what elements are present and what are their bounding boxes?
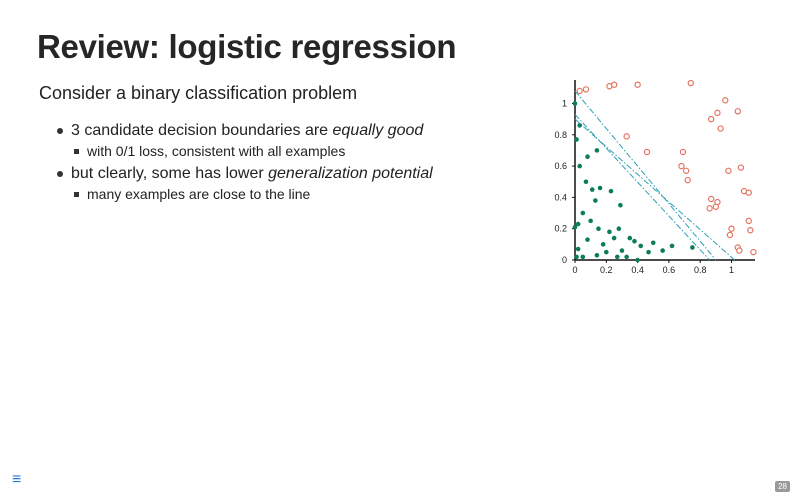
negative-point xyxy=(627,235,633,241)
negative-point xyxy=(572,101,578,106)
positive-point xyxy=(745,189,752,196)
positive-point xyxy=(634,81,641,88)
hamburger-menu-icon[interactable]: ≡ xyxy=(12,471,22,488)
negative-point xyxy=(624,254,629,260)
negative-point xyxy=(597,185,603,191)
positive-point xyxy=(707,115,715,123)
negative-point xyxy=(574,254,579,260)
positive-point xyxy=(747,227,754,234)
negative-point xyxy=(589,187,595,192)
decision-boundary-line xyxy=(574,90,717,261)
negative-point xyxy=(604,249,609,255)
negative-point xyxy=(588,218,593,224)
negative-point xyxy=(660,248,665,253)
negative-point xyxy=(669,243,675,249)
negative-point xyxy=(608,188,614,194)
positive-point xyxy=(714,109,721,117)
negative-point xyxy=(618,202,623,208)
positive-point xyxy=(736,247,743,254)
bullet-text: 3 candidate decision boundaries are xyxy=(71,122,333,139)
intro-text: Consider a binary classification problem xyxy=(39,83,358,103)
positive-point xyxy=(684,176,691,184)
y-tick-label: 0.4 xyxy=(554,192,567,202)
page-number: 28 xyxy=(775,481,790,492)
x-tick-label: 0.6 xyxy=(663,265,676,275)
positive-point xyxy=(734,108,741,115)
positive-point xyxy=(679,148,687,156)
scatter-plot: 0 0.2 0.4 0.6 0.8 1 0 0.2 0.4 0.6 0.8 1 xyxy=(540,70,770,290)
bullet-item: but clearly, some has lower generalizati… xyxy=(55,163,433,204)
negative-point xyxy=(585,154,590,159)
positive-point xyxy=(610,81,618,88)
positive-point xyxy=(745,217,752,225)
negative-point xyxy=(575,221,581,227)
negative-point xyxy=(638,243,644,249)
negative-point xyxy=(596,226,601,231)
x-tick-label: 0.8 xyxy=(694,265,707,275)
positive-point xyxy=(706,205,713,212)
positive-point xyxy=(576,87,583,95)
positive-point xyxy=(643,148,651,156)
bullet-item: 3 candidate decision boundaries are equa… xyxy=(55,120,433,161)
positive-point xyxy=(712,203,720,210)
positive-point xyxy=(726,231,734,239)
x-tick-label: 1 xyxy=(729,265,734,275)
positive-point xyxy=(728,225,735,232)
bullet-text: but clearly, some has lower xyxy=(71,165,269,182)
negative-point xyxy=(619,248,625,253)
x-tick-label: 0.2 xyxy=(600,265,613,275)
y-tick-label: 0.2 xyxy=(554,224,567,234)
x-tick-label: 0 xyxy=(572,265,577,275)
bullet-emphasis: equally good xyxy=(332,122,424,139)
sub-bullet-item: many examples are close to the line xyxy=(71,185,433,204)
positive-point xyxy=(717,125,724,132)
decision-boundary-line xyxy=(574,118,735,261)
y-tick-label: 1 xyxy=(562,98,567,108)
positive-point xyxy=(682,167,690,174)
positive-point xyxy=(737,164,745,171)
negative-point xyxy=(594,253,600,258)
bullet-emphasis: generalization potential xyxy=(268,165,433,182)
negative-point xyxy=(614,254,620,260)
positive-point xyxy=(687,79,695,87)
bullet-list: 3 candidate decision boundaries are equa… xyxy=(55,120,433,206)
negative-point xyxy=(611,235,617,241)
positive-point xyxy=(750,248,757,256)
negative-point xyxy=(632,238,637,244)
y-tick-label: 0.6 xyxy=(554,161,567,171)
negative-point xyxy=(650,240,656,246)
negative-point xyxy=(607,229,612,235)
negative-point xyxy=(577,163,582,169)
negative-point xyxy=(593,198,598,203)
positive-point xyxy=(725,167,732,174)
negative-point xyxy=(616,226,622,231)
decision-boundary-line xyxy=(574,114,710,261)
negative-point xyxy=(572,224,578,230)
negative-point xyxy=(577,123,582,128)
negative-point xyxy=(600,242,606,247)
negative-point xyxy=(635,257,640,263)
positive-point xyxy=(582,86,590,93)
positive-point xyxy=(722,97,729,104)
positive-point xyxy=(707,195,715,203)
negative-point xyxy=(580,254,586,260)
slide-title: Review: logistic regression xyxy=(37,28,457,65)
positive-point xyxy=(678,162,685,170)
sub-bullet-list: with 0/1 loss, consistent with all examp… xyxy=(71,142,433,161)
positive-point xyxy=(623,133,630,140)
negative-point xyxy=(575,246,581,252)
negative-point xyxy=(583,179,589,185)
negative-point xyxy=(585,237,590,242)
negative-point xyxy=(574,137,579,142)
y-tick-label: 0.8 xyxy=(554,130,567,140)
x-tick-label: 0.4 xyxy=(631,265,644,275)
negative-point xyxy=(580,210,586,216)
sub-bullet-list: many examples are close to the line xyxy=(71,185,433,204)
sub-bullet-item: with 0/1 loss, consistent with all examp… xyxy=(71,142,433,161)
negative-point xyxy=(690,245,695,250)
scatter-plot-svg: 0 0.2 0.4 0.6 0.8 1 0 0.2 0.4 0.6 0.8 1 xyxy=(554,79,757,275)
negative-point xyxy=(594,148,600,153)
y-tick-label: 0 xyxy=(562,255,567,265)
negative-point xyxy=(646,249,651,255)
